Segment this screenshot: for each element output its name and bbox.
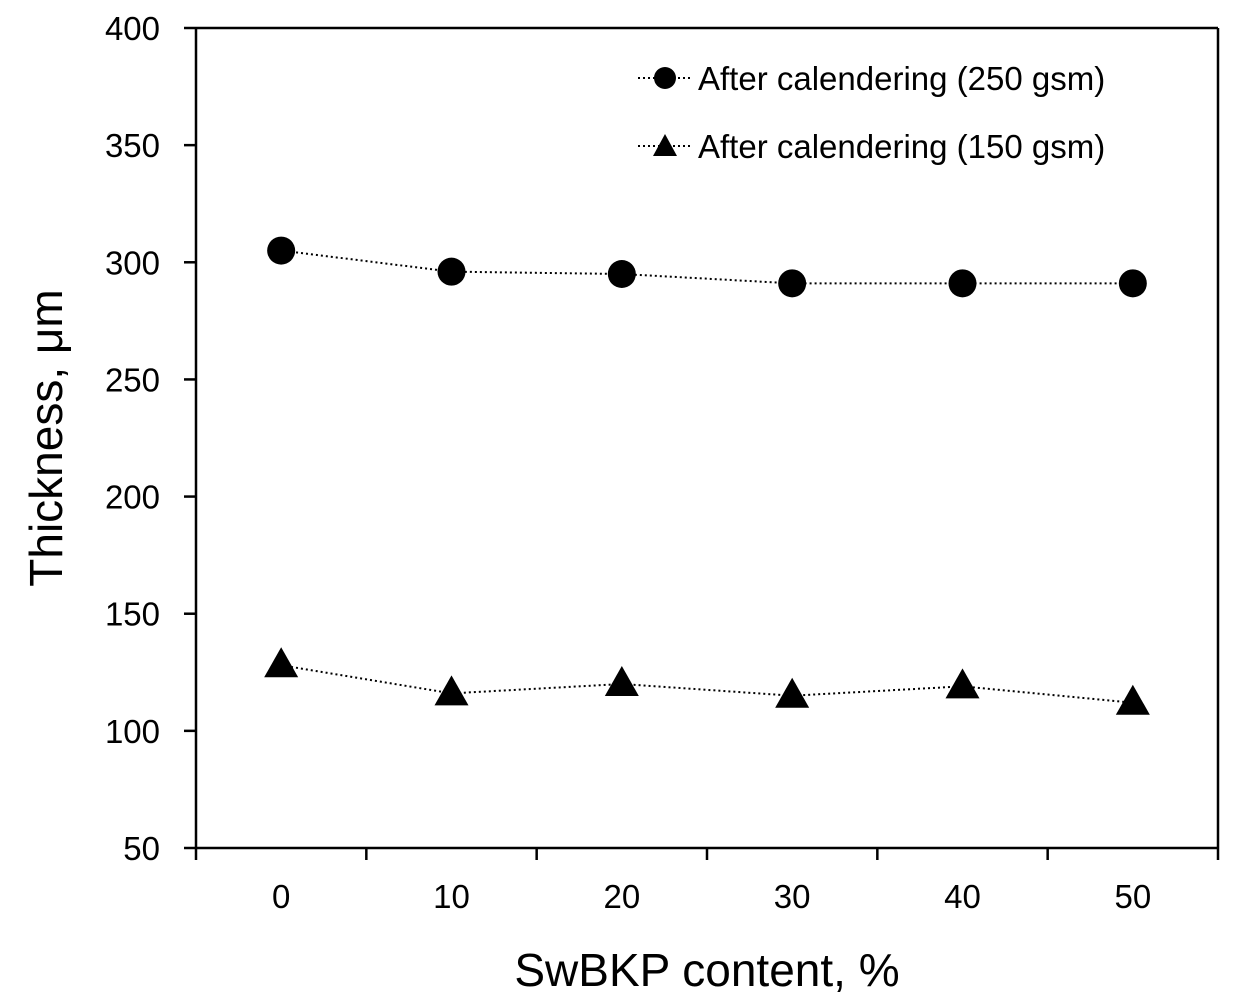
series-line-0 <box>281 249 1133 285</box>
x-tick-label: 50 <box>1114 878 1151 915</box>
x-tick-label: 40 <box>944 878 981 915</box>
data-point-triangle <box>1115 684 1150 715</box>
legend-label-250gsm: After calendering (250 gsm) <box>698 60 1105 97</box>
data-point-circle <box>778 269 807 298</box>
x-axis-title: SwBKP content, % <box>514 944 899 996</box>
legend-circle-marker-icon <box>654 67 676 89</box>
legend: After calendering (250 gsm) After calend… <box>638 60 1105 165</box>
x-tick-label: 0 <box>272 878 290 915</box>
x-tick-label: 20 <box>603 878 640 915</box>
legend-item-250gsm: After calendering (250 gsm) <box>638 60 1105 97</box>
y-tick-label: 50 <box>123 830 160 867</box>
x-tick-label: 30 <box>774 878 811 915</box>
data-point-triangle <box>775 677 810 708</box>
y-tick-label: 200 <box>105 479 160 516</box>
data-point-triangle <box>434 675 469 706</box>
x-tick-label: 10 <box>433 878 470 915</box>
y-tick-label: 300 <box>105 244 160 281</box>
legend-label-150gsm: After calendering (150 gsm) <box>698 128 1105 165</box>
data-point-circle <box>267 236 296 265</box>
y-tick-label: 350 <box>105 127 160 164</box>
y-axis-title: Thickness, μm <box>20 289 72 586</box>
series-line-1 <box>281 664 1133 704</box>
legend-triangle-marker-icon <box>653 134 677 156</box>
data-point-triangle <box>604 666 639 696</box>
y-tick-label: 100 <box>105 713 160 750</box>
legend-item-150gsm: After calendering (150 gsm) <box>638 128 1105 165</box>
data-point-circle <box>1118 269 1147 298</box>
data-point-triangle <box>945 668 980 699</box>
data-point-circle <box>948 269 977 298</box>
data-point-triangle <box>264 647 299 678</box>
data-point-circle <box>607 260 636 288</box>
y-tick-label: 400 <box>105 10 160 47</box>
y-tick-label: 150 <box>105 596 160 633</box>
data-point-circle <box>437 257 466 286</box>
y-tick-label: 250 <box>105 361 160 398</box>
